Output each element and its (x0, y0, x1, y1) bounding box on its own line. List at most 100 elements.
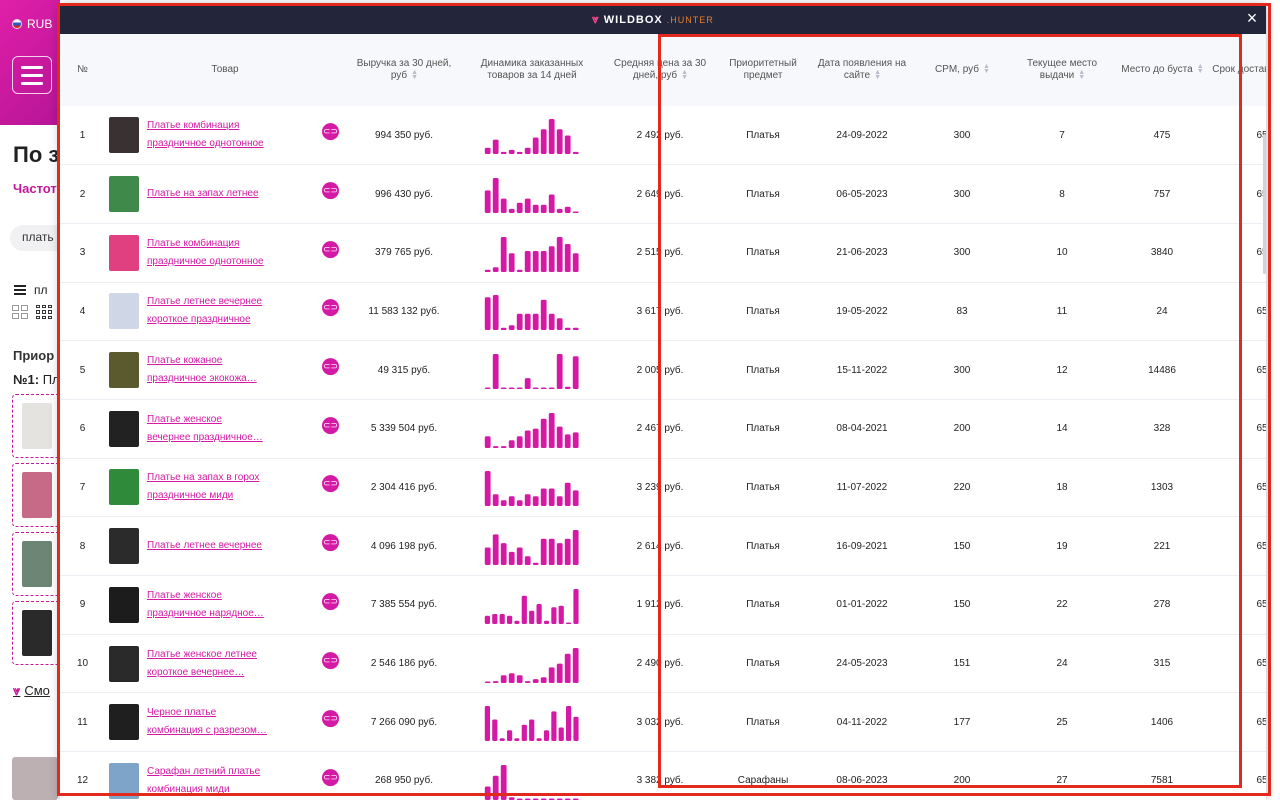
column-header-cpm[interactable]: CPM, руб ▲ ▼ (917, 34, 1007, 106)
sparkline (484, 471, 579, 507)
product-link[interactable]: Платье комбинация праздничное однотонное (147, 120, 264, 150)
external-link-icon[interactable]: ⊂⊃ (322, 710, 339, 728)
sparkline-bar (536, 603, 542, 624)
table-row[interactable]: 10 Платье женское летнее короткое вечерне… (60, 634, 1266, 694)
table-row[interactable]: 5 Платье кожаное праздничное экокожа… ⊂⊃ 49… (60, 340, 1266, 400)
sort-icon[interactable]: ▲ ▼ (411, 69, 419, 82)
external-link-icon[interactable]: ⊂⊃ (322, 475, 339, 493)
sparkline-bar (556, 543, 563, 566)
sparkline-bar (484, 269, 491, 272)
priority-line: №1: Пл (13, 372, 60, 387)
table-row[interactable]: 4 Платье летнее вечернее короткое праздни… (60, 282, 1266, 342)
product-link[interactable]: Платье женское праздничное нарядное… (147, 589, 264, 619)
column-header-boost[interactable]: Место до буста ▲ ▼ (1117, 34, 1207, 106)
external-link-icon[interactable]: ⊂⊃ (322, 651, 339, 669)
filter-row[interactable]: пл (14, 283, 48, 297)
product-thumbnail[interactable] (109, 293, 139, 330)
sparkline-bar (484, 706, 490, 742)
dynamics-chart (463, 106, 601, 166)
products-table-container[interactable]: № Товар Выручка за 30 дней, руб ▲ ▼ Динамика … (60, 34, 1266, 800)
product-thumbnail[interactable] (109, 645, 139, 682)
scrollbar[interactable] (1263, 134, 1266, 274)
sort-icon[interactable]: ▲ ▼ (874, 69, 882, 82)
sort-icon[interactable]: ▲ ▼ (681, 69, 689, 82)
external-link-icon[interactable]: ⊂⊃ (322, 534, 339, 552)
product-cell: Платье на запах в горох праздничное миди… (105, 458, 345, 518)
sort-icon[interactable]: ▲ ▼ (1078, 69, 1086, 82)
product-thumbnail[interactable] (109, 117, 139, 154)
current-place: 18 (1007, 458, 1117, 518)
product-link[interactable]: Платье летнее вечернее (147, 540, 262, 552)
row-number: 2 (60, 164, 105, 224)
product-thumbnail[interactable] (109, 176, 139, 213)
product-thumbnail[interactable] (109, 469, 139, 506)
product-thumbnail[interactable] (109, 704, 139, 741)
table-row[interactable]: 8 Платье летнее вечернее ⊂⊃ 4 096 198 руб. 2… (60, 516, 1266, 576)
product-thumbnail[interactable] (109, 528, 139, 565)
sparkline-bar (508, 387, 515, 390)
priority-subject: Платья (719, 516, 807, 576)
menu-button[interactable] (12, 56, 52, 94)
table-row[interactable]: 9 Платье женское праздничное нарядное… ⊂⊃ 7… (60, 575, 1266, 635)
column-header-date[interactable]: Дата появления на сайте ▲ ▼ (807, 34, 917, 106)
dynamics-chart (463, 282, 601, 342)
product-cell: Черное платье комбинация с разрезом… ⊂⊃ (105, 692, 345, 753)
external-link-icon[interactable]: ⊂⊃ (322, 240, 339, 258)
sort-icon[interactable]: ▲ ▼ (1196, 63, 1204, 76)
russia-flag-icon (12, 19, 22, 29)
column-header-place[interactable]: Текущее место выдачи ▲ ▼ (1007, 34, 1117, 106)
current-place: 27 (1007, 751, 1117, 800)
sparkline (484, 764, 579, 800)
column-header-avg_price[interactable]: Средняя цена за 30 дней, руб ▲ ▼ (601, 34, 719, 106)
sparkline-bar (484, 436, 491, 448)
sort-icon[interactable]: ▲ ▼ (983, 63, 990, 76)
table-row[interactable]: 7 Платье на запах в горох праздничное мид… (60, 458, 1266, 518)
product-link[interactable]: Платье на запах летнее (147, 188, 259, 200)
product-link[interactable]: Черное платье комбинация с разрезом… (147, 707, 267, 737)
external-link-icon[interactable]: ⊂⊃ (322, 358, 339, 376)
column-header-label: Приоритетный предмет (729, 58, 797, 81)
table-row[interactable]: 3 Платье комбинация праздничное однотонно… (60, 223, 1266, 283)
product-link[interactable]: Платье женское летнее короткое вечернее… (147, 648, 257, 678)
revenue-value: 7 266 090 руб. (345, 692, 463, 753)
close-icon[interactable]: × (1246, 8, 1258, 28)
product-link[interactable]: Сарафан летний платье комбинация миди (147, 765, 261, 795)
product-card[interactable] (12, 601, 62, 665)
see-more-link[interactable]: ⩔ Смо (13, 683, 50, 699)
product-thumbnail[interactable] (109, 352, 139, 389)
external-link-icon[interactable]: ⊂⊃ (322, 769, 339, 787)
sparkline-bar (500, 543, 507, 566)
product-link[interactable]: Платье летнее вечернее короткое празднич… (147, 296, 262, 326)
sparkline-bar (572, 432, 579, 448)
grid-3-icon[interactable] (36, 305, 52, 319)
grid-2-icon[interactable] (12, 305, 28, 319)
product-thumbnail[interactable] (109, 410, 139, 447)
currency-selector[interactable]: RUB (12, 17, 52, 31)
product-thumbnail[interactable] (109, 234, 139, 271)
table-row[interactable]: 11 Черное платье комбинация с разрезом… ⊂⊃… (60, 692, 1266, 753)
table-row[interactable]: 6 Платье женское вечернее праздничное… ⊂⊃ 5… (60, 399, 1266, 459)
product-thumbnail[interactable] (109, 762, 139, 799)
sparkline (484, 119, 579, 155)
external-link-icon[interactable]: ⊂⊃ (322, 416, 339, 434)
external-link-icon[interactable]: ⊂⊃ (322, 299, 339, 317)
external-link-icon[interactable]: ⊂⊃ (322, 123, 339, 141)
table-row[interactable]: 1 Платье комбинация праздничное однотонно… (60, 106, 1266, 166)
product-link[interactable]: Платье на запах в горох праздничное миди (147, 472, 260, 502)
table-row[interactable]: 2 Платье на запах летнее ⊂⊃ 996 430 руб. 2 6… (60, 164, 1266, 224)
sparkline-bar (508, 496, 515, 507)
dynamics-chart (463, 458, 601, 518)
external-link-icon[interactable]: ⊂⊃ (322, 592, 339, 610)
sparkline-bar (548, 412, 555, 448)
dynamics-chart (463, 575, 601, 635)
column-header-revenue[interactable]: Выручка за 30 дней, руб ▲ ▼ (345, 34, 463, 106)
product-link[interactable]: Платье кожаное праздничное экокожа… (147, 355, 257, 385)
product-link[interactable]: Платье женское вечернее праздничное… (147, 413, 263, 443)
table-row[interactable]: 12 Сарафан летний платье комбинация миди ⊂… (60, 751, 1266, 800)
external-link-icon[interactable]: ⊂⊃ (322, 182, 339, 200)
product-link[interactable]: Платье комбинация праздничное однотонное (147, 237, 264, 267)
place-before-boost: 3840 (1117, 223, 1207, 283)
priority-subject: Платья (719, 340, 807, 400)
product-thumbnail[interactable] (109, 586, 139, 623)
row-number: 1 (60, 106, 105, 166)
